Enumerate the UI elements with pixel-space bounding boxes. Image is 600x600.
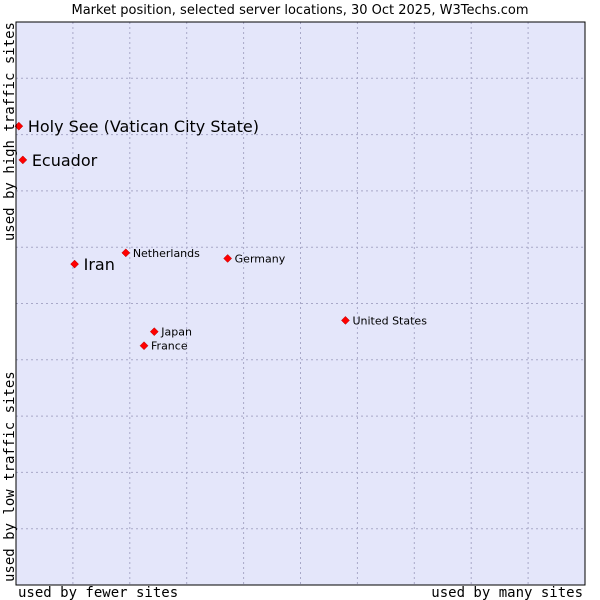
plot-border: [15, 21, 586, 586]
point-marker: [139, 341, 149, 351]
data-point-united-states: United States: [341, 314, 427, 327]
point-marker: [121, 248, 131, 258]
data-points: Holy See (Vatican City State) Ecuador Iran…: [14, 117, 427, 353]
point-label: Japan: [160, 326, 192, 339]
x-axis-label-left: used by fewer sites: [18, 585, 178, 600]
point-marker: [70, 259, 79, 269]
data-point-netherlands: Netherlands: [121, 247, 200, 260]
point-label: Iran: [84, 255, 115, 274]
y-axis-label-bottom: used by low traffic sites: [2, 371, 18, 582]
y-axis-label-top: used by high traffic sites: [2, 22, 18, 241]
data-point-holy-see-vatican-city-state: Holy See (Vatican City State): [14, 117, 259, 136]
point-label: Ecuador: [32, 151, 98, 170]
point-label: Netherlands: [133, 247, 200, 260]
point-marker: [223, 254, 233, 263]
grid-lines: [16, 22, 585, 585]
data-point-japan: Japan: [149, 326, 192, 339]
point-marker: [341, 316, 350, 325]
point-label: United States: [352, 314, 427, 327]
point-label: Holy See (Vatican City State): [28, 117, 259, 136]
chart-title: Market position, selected server locatio…: [71, 3, 528, 18]
data-point-iran: Iran: [70, 255, 115, 274]
data-point-france: France: [139, 340, 188, 353]
data-point-germany: Germany: [223, 252, 286, 265]
point-marker: [149, 327, 159, 337]
data-point-ecuador: Ecuador: [18, 151, 98, 170]
x-axis-label-right: used by many sites: [431, 585, 583, 600]
point-label: France: [151, 340, 188, 353]
point-label: Germany: [235, 252, 286, 265]
point-marker: [18, 155, 28, 165]
